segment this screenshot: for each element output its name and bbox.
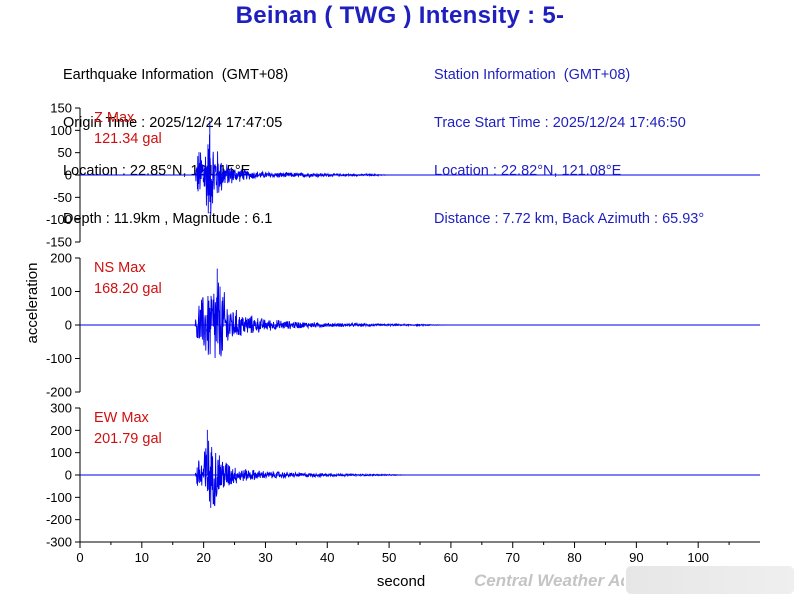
y-tick-label-ew: 300 [50,401,72,416]
y-tick-label-z: 50 [58,145,72,160]
y-tick-label-z: -100 [46,212,72,227]
x-tick-label: 60 [444,550,458,565]
x-tick-label: 90 [629,550,643,565]
y-tick-label-ew: -200 [46,512,72,527]
station-info-heading: Station Information (GMT+08) [434,67,631,83]
origin-time: Origin Time : 2025/12/24 17:47:05 [63,115,283,131]
y-tick-label-ew: -100 [46,490,72,505]
y-tick-label-ew: -300 [46,535,72,550]
x-axis-label: second [377,573,425,590]
earthquake-info-heading: Earthquake Information (GMT+08) [63,67,289,83]
y-tick-label-z: -50 [53,190,72,205]
y-tick-label-ns: 0 [65,318,72,333]
y-tick-label-ns: 200 [50,251,72,266]
y-tick-label-ns: 100 [50,284,72,299]
peak-label-z: Z Max [94,110,135,126]
waveform-ns [194,268,451,358]
x-tick-label: 30 [258,550,272,565]
x-tick-label: 50 [382,550,396,565]
y-tick-label-z: -150 [46,235,72,250]
trace-start-time: Trace Start Time : 2025/12/24 17:46:50 [434,115,686,131]
page-title: Beinan ( TWG ) Intensity : 5- [235,2,565,29]
y-tick-label-ns: -100 [46,351,72,366]
watermark-obscured-area [626,566,794,594]
y-tick-label-ew: 200 [50,423,72,438]
peak-label-ns: NS Max [94,260,146,276]
y-tick-label-z: 0 [65,168,72,183]
waveform-z [194,120,390,216]
x-tick-label: 80 [567,550,581,565]
depth-magnitude: Depth : 11.9km , Magnitude : 6.1 [63,211,273,227]
watermark-text: Central Weather Administration [474,571,624,590]
x-tick-label: 10 [135,550,149,565]
y-tick-label-ew: 0 [65,468,72,483]
peak-value-ns: 168.20 gal [94,281,162,297]
peak-label-ew: EW Max [94,410,150,426]
y-tick-label-ns: -200 [46,385,72,400]
x-tick-label: 40 [320,550,334,565]
earthquake-info: Earthquake Information (GMT+08) Origin T… [63,35,288,243]
peak-value-z: 121.34 gal [94,131,162,147]
station-distance: Distance : 7.72 km, Back Azimuth : 65.93… [434,211,705,227]
x-tick-label: 20 [196,550,210,565]
peak-value-ew: 201.79 gal [94,431,162,447]
y-axis-label: acceleration [24,263,41,344]
x-tick-label: 100 [687,550,709,565]
y-tick-label-z: 150 [50,101,72,116]
waveform-ew [194,429,408,508]
y-tick-label-z: 100 [50,123,72,138]
x-tick-label: 0 [76,550,83,565]
x-tick-label: 70 [505,550,519,565]
y-tick-label-ew: 100 [50,445,72,460]
